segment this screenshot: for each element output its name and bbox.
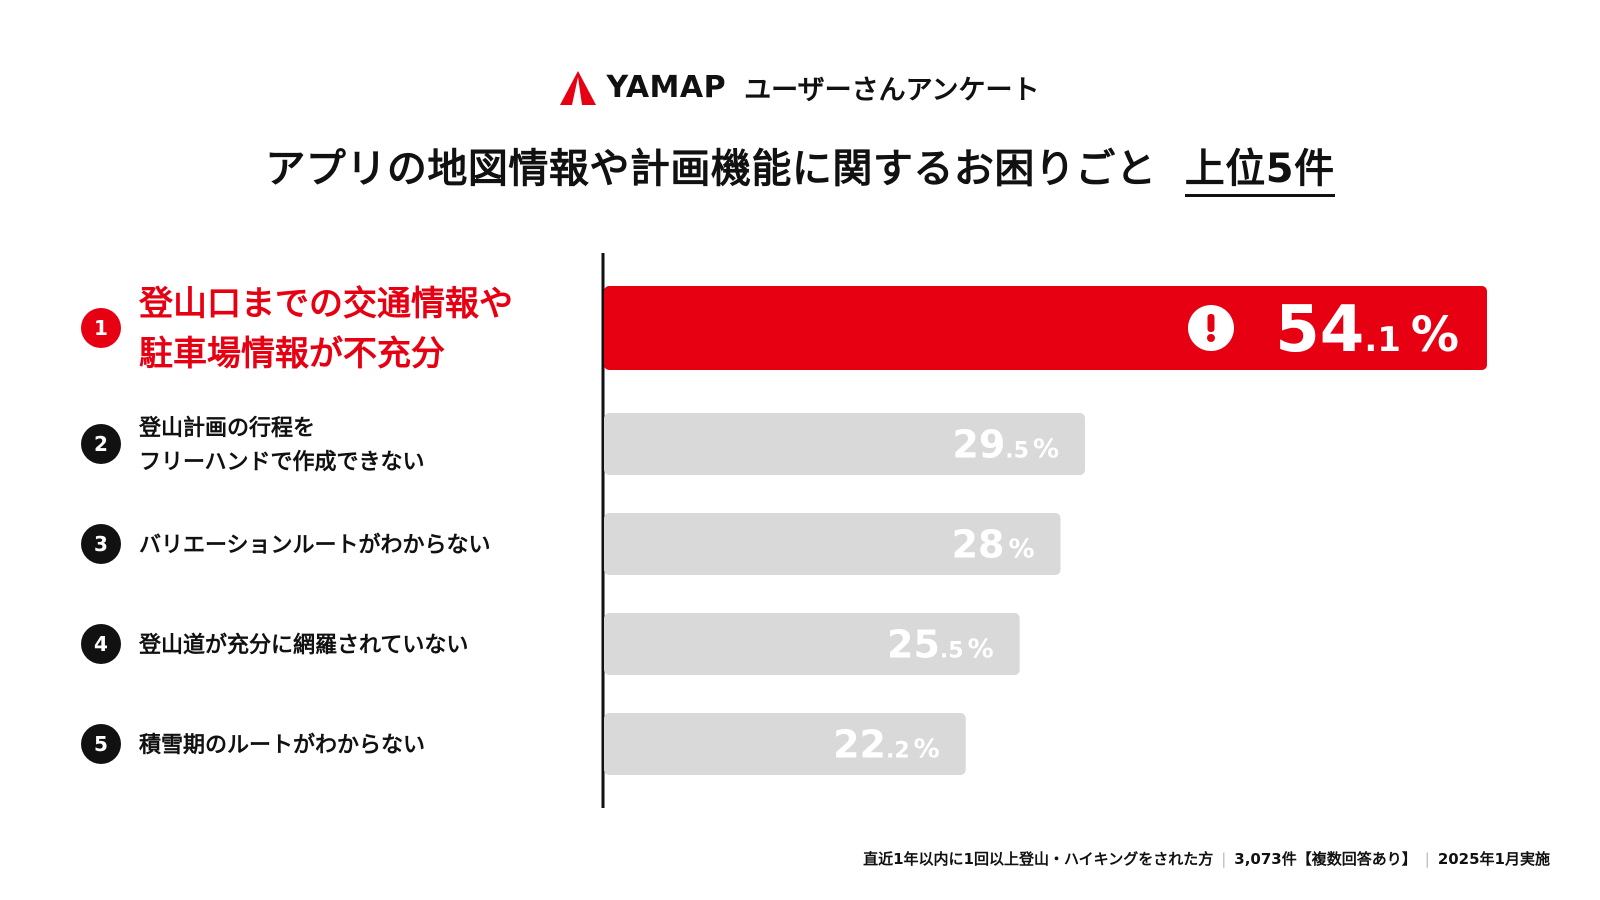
brand-header: YAMAP ユーザーさんアンケート [0,68,1600,107]
bar [604,613,1020,675]
value-decimal: .5 [1005,439,1029,464]
exclamation-icon [1187,305,1234,351]
footnote: 直近1年以内に1回以上登山・ハイキングをされた方 | 3,073件【複数回答あり】 |… [863,848,1550,869]
category-label: 駐車場情報が不充分 [139,334,445,374]
value-unit: % [1033,435,1059,465]
bar [604,513,1061,575]
value-label: 28% [952,523,1035,567]
rank-number: 2 [94,432,108,456]
rank-number: 5 [94,732,108,756]
value-decimal: .1 [1364,320,1401,360]
bar [604,713,966,775]
bar [604,413,1086,475]
category-label: 登山計画の行程を [138,415,315,441]
value-unit: % [1411,307,1459,363]
footnote-date: 2025年1月実施 [1437,850,1550,868]
rank-badge [81,624,121,664]
value-unit: % [914,735,940,765]
rank-badge [81,308,121,348]
footnote-separator: | [1221,850,1227,868]
category-label: 登山道が充分に網羅されていない [138,632,468,658]
rank-badge [81,524,121,564]
value-decimal: .5 [940,639,964,664]
value-unit: % [968,635,994,665]
category-label: 積雪期のルートがわからない [139,732,425,758]
rank-number: 3 [94,532,108,556]
footnote-sample: 直近1年以内に1回以上登山・ハイキングをされた方 [863,850,1214,868]
footnote-count: 3,073件【複数回答あり】 [1234,850,1417,868]
value-integer: 29 [952,423,1005,467]
title-main: アプリの地図情報や計画機能に関するお困りごと [265,146,1157,192]
value-integer: 28 [952,523,1005,567]
rank-badge [81,724,121,764]
value-integer: 54 [1275,293,1364,367]
value-unit: % [1008,535,1034,565]
category-label: 登山口までの交通情報や [138,284,513,324]
value-integer: 22 [833,723,886,767]
rank-badge [81,424,121,464]
category-label: フリーハンドで作成できない [139,450,425,475]
value-label: 29.5% [952,423,1059,467]
exclamation-icon-stroke [1207,314,1215,332]
category-label: バリエーションルートがわからない [139,532,491,558]
value-label: 54.1% [1275,293,1459,367]
rank-number: 1 [94,316,108,340]
brand-name: YAMAP [606,70,727,105]
value-integer: 25 [887,623,940,667]
brand-subtitle: ユーザーさんアンケート [744,75,1040,106]
footnote-separator: | [1424,850,1430,868]
bar [604,286,1487,370]
title-emphasis: 上位5件 [1184,146,1335,197]
page-title: アプリの地図情報や計画機能に関するお困りごと 上位5件 [0,136,1600,197]
rank-number: 4 [94,632,108,656]
value-label: 22.2% [833,723,940,767]
exclamation-icon-dot [1206,334,1215,342]
value-decimal: .2 [886,739,910,764]
value-label: 25.5% [887,623,994,667]
yamap-logo-icon [560,70,597,105]
